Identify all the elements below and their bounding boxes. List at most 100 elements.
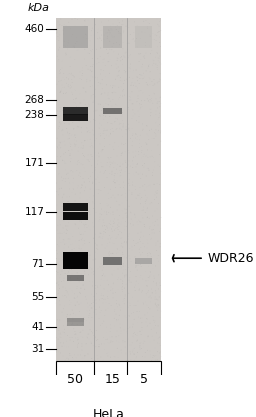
Point — [130, 246, 134, 253]
Point — [117, 304, 121, 310]
Point — [141, 61, 145, 68]
Point — [58, 230, 62, 236]
Point — [59, 77, 63, 84]
Point — [146, 277, 150, 284]
Point — [123, 50, 127, 56]
Point — [72, 259, 76, 266]
Point — [119, 264, 123, 271]
Point — [74, 95, 78, 101]
Point — [101, 299, 105, 306]
Point — [73, 302, 77, 309]
Point — [123, 92, 127, 98]
Point — [106, 58, 110, 65]
Point — [145, 245, 149, 251]
Point — [118, 264, 122, 271]
Point — [56, 33, 60, 40]
Point — [150, 47, 154, 54]
Point — [64, 22, 68, 29]
Point — [148, 50, 153, 57]
Point — [56, 18, 60, 25]
Point — [77, 118, 81, 124]
Point — [98, 121, 102, 128]
Point — [83, 236, 88, 243]
Point — [99, 235, 103, 241]
Point — [153, 163, 157, 170]
Point — [91, 135, 95, 142]
Point — [58, 334, 62, 340]
Point — [157, 76, 162, 83]
Point — [156, 222, 160, 229]
Point — [95, 24, 99, 31]
Point — [144, 173, 148, 179]
Point — [146, 309, 150, 316]
Point — [116, 249, 120, 256]
Point — [102, 125, 106, 132]
Point — [57, 260, 61, 266]
Point — [158, 70, 162, 77]
Point — [91, 198, 95, 205]
Point — [96, 265, 100, 272]
Point — [145, 48, 149, 54]
Point — [129, 357, 133, 363]
Point — [133, 153, 137, 159]
Point — [137, 100, 141, 107]
Point — [90, 266, 94, 272]
Point — [73, 40, 77, 47]
Point — [148, 182, 152, 188]
Point — [102, 168, 106, 174]
Point — [119, 277, 123, 284]
Point — [115, 245, 119, 252]
Point — [98, 244, 102, 251]
Point — [111, 310, 115, 317]
Point — [83, 23, 87, 29]
Point — [75, 167, 79, 174]
Point — [147, 63, 151, 70]
FancyBboxPatch shape — [63, 107, 88, 116]
Point — [142, 52, 146, 59]
Point — [137, 88, 141, 94]
Point — [125, 214, 129, 221]
Point — [61, 203, 65, 210]
Point — [80, 256, 84, 262]
FancyBboxPatch shape — [63, 114, 88, 121]
Point — [118, 126, 122, 132]
Point — [130, 244, 134, 250]
Point — [104, 223, 109, 229]
Point — [109, 218, 113, 224]
Point — [120, 240, 124, 246]
Point — [56, 290, 60, 296]
Point — [106, 53, 110, 59]
Point — [100, 148, 104, 154]
Point — [70, 72, 74, 78]
Point — [121, 215, 125, 221]
Point — [95, 161, 99, 167]
Point — [110, 32, 114, 38]
Point — [119, 160, 123, 166]
Point — [81, 156, 85, 163]
Point — [107, 340, 111, 347]
Point — [158, 334, 162, 341]
Point — [104, 191, 108, 198]
Point — [131, 182, 135, 189]
Point — [157, 305, 161, 311]
Point — [156, 296, 160, 303]
Point — [114, 334, 118, 340]
Point — [106, 92, 110, 98]
Point — [109, 234, 113, 241]
Point — [117, 201, 121, 208]
Point — [70, 189, 74, 196]
Point — [119, 243, 123, 249]
Point — [115, 65, 119, 72]
Point — [125, 128, 129, 134]
Point — [104, 46, 109, 53]
Point — [135, 85, 140, 91]
Point — [137, 113, 141, 120]
Point — [60, 82, 64, 88]
Point — [142, 73, 146, 80]
Point — [142, 223, 146, 230]
Point — [151, 167, 155, 173]
Point — [136, 108, 140, 114]
Point — [88, 83, 92, 90]
Point — [85, 224, 89, 231]
Point — [62, 175, 66, 182]
